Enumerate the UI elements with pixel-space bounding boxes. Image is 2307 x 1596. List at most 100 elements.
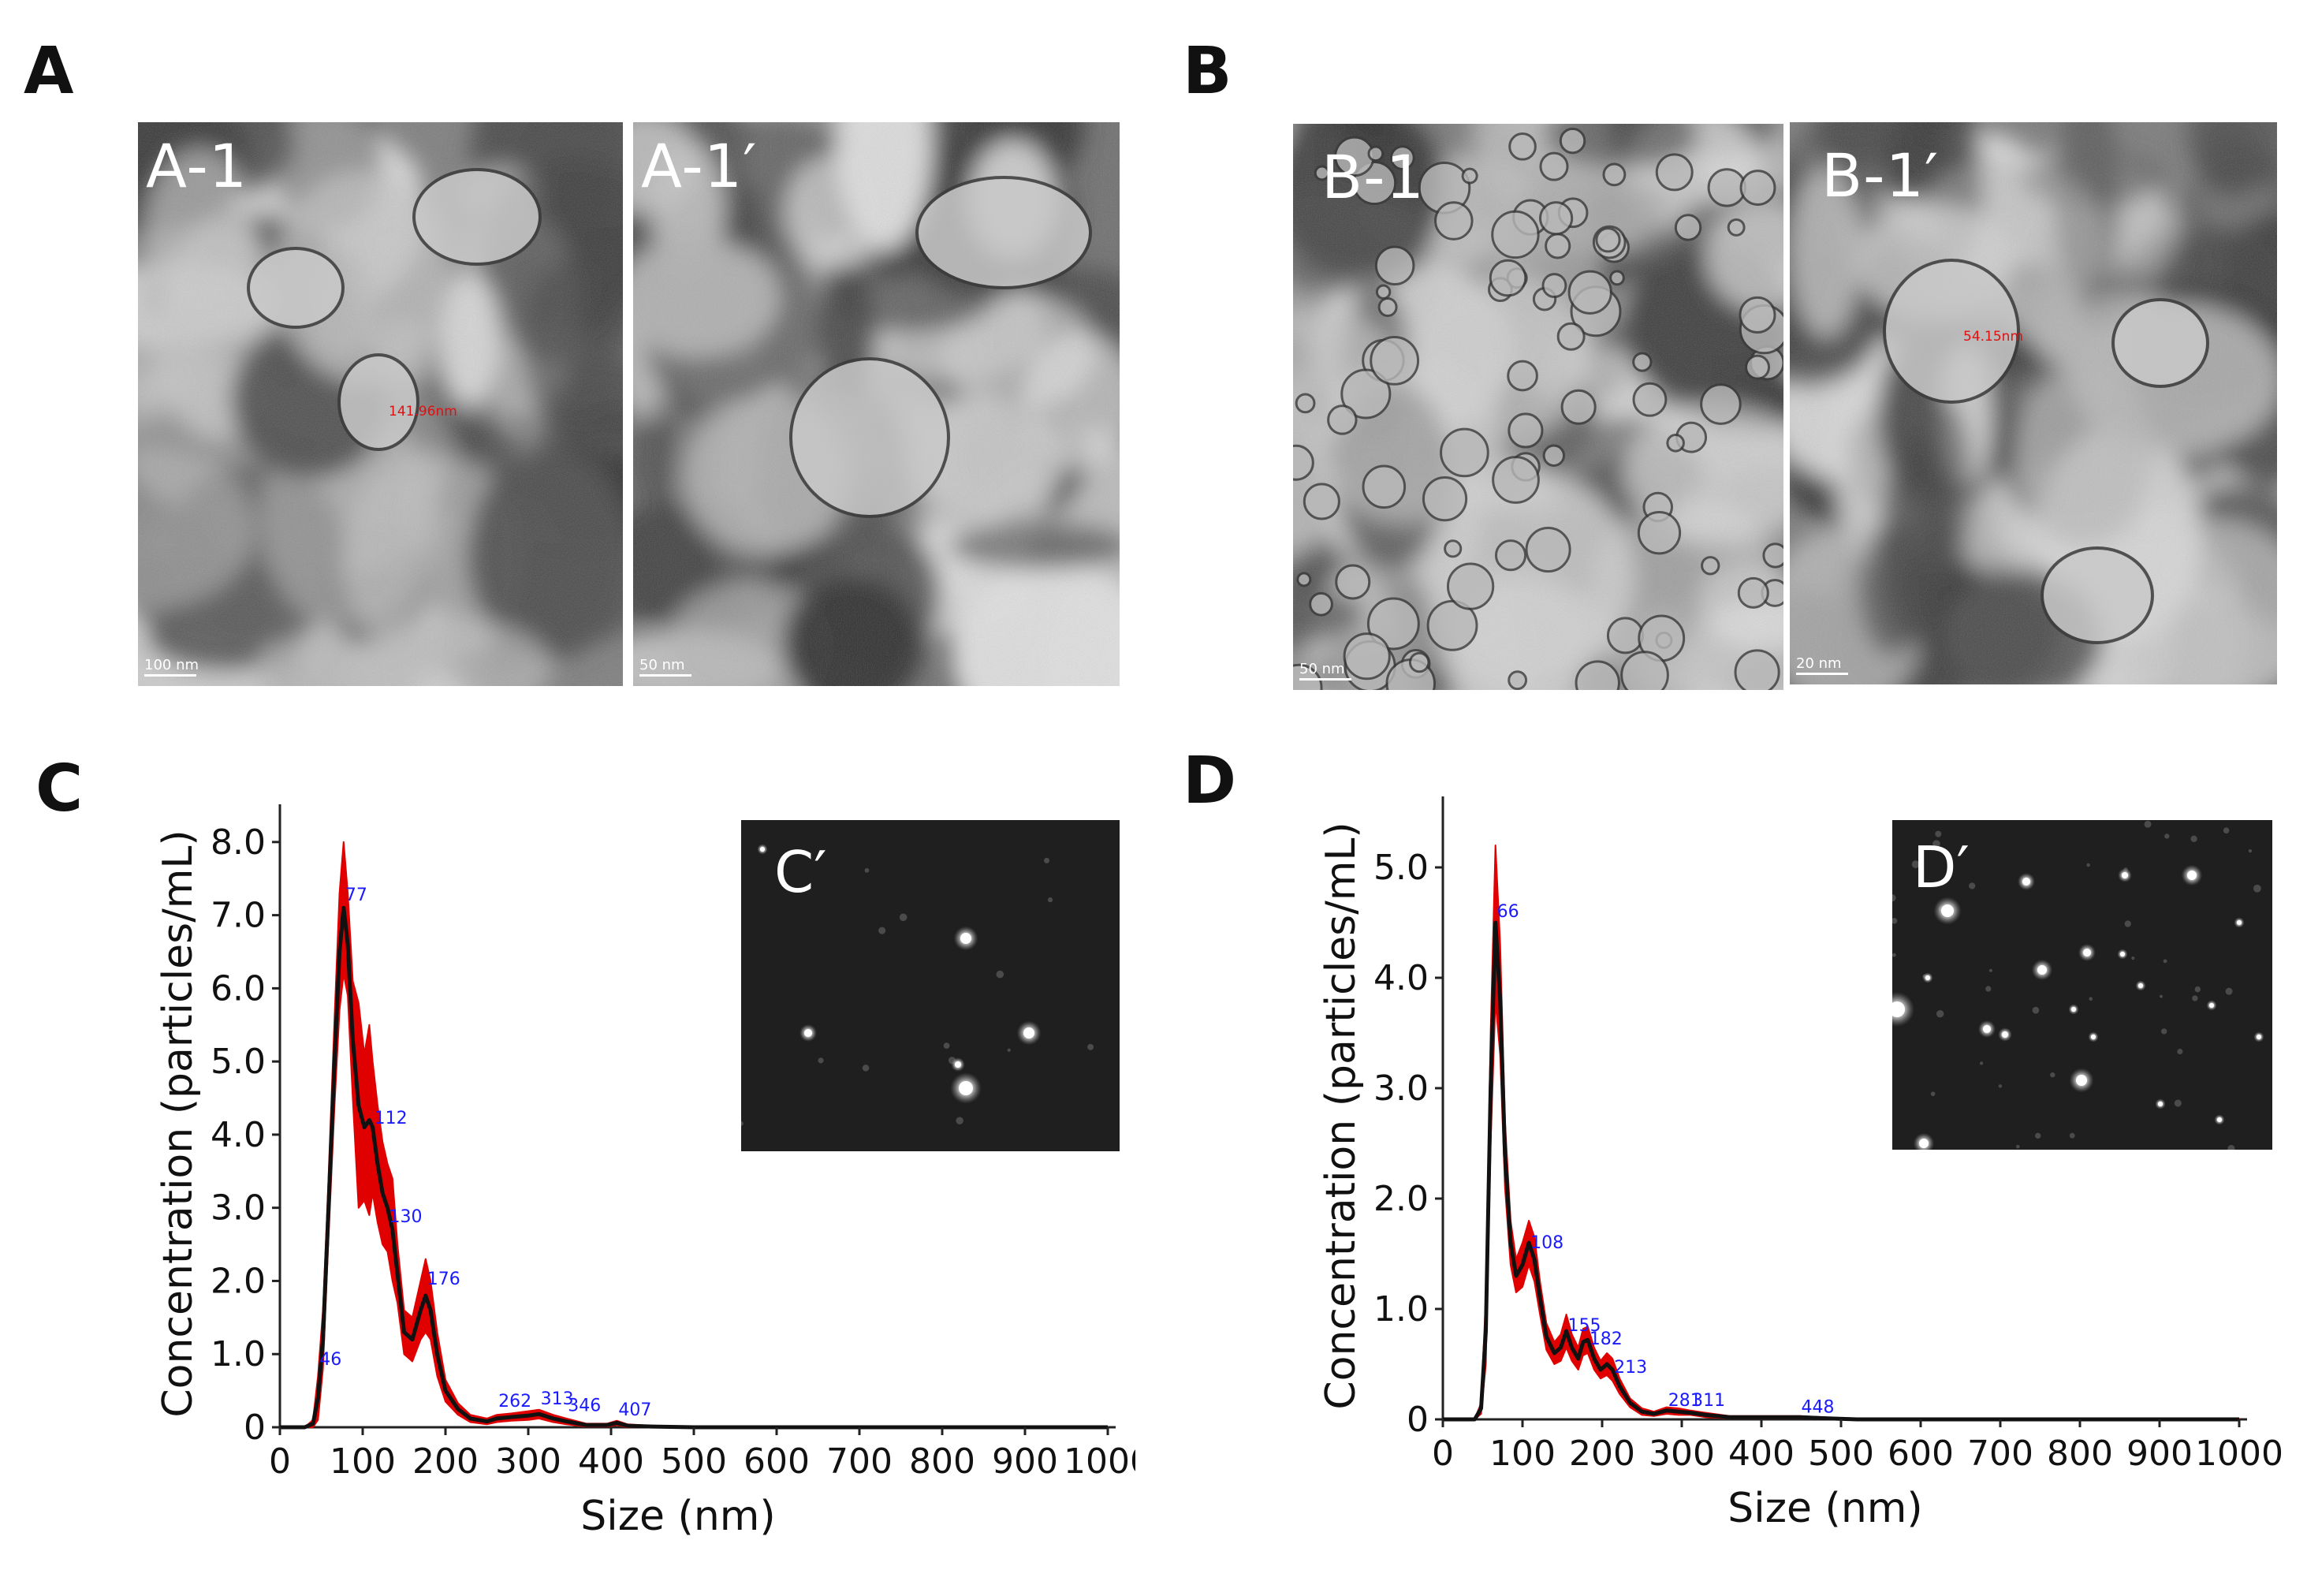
- vesicle: [1637, 511, 1682, 555]
- peak-label: 311: [1692, 1391, 1725, 1411]
- image-label: A-1′: [641, 131, 758, 201]
- vesicle: [1375, 284, 1392, 300]
- faint-particle: [1892, 953, 1896, 957]
- y-tick-label: 8.0: [211, 822, 266, 863]
- peak-label: 448: [1801, 1398, 1834, 1418]
- x-axis-label: Size (nm): [1727, 1485, 1922, 1532]
- peak-label: 262: [498, 1392, 531, 1411]
- vesicle: [1674, 214, 1702, 241]
- particle: [2120, 952, 2125, 956]
- vesicle: [1620, 651, 1669, 690]
- vesicle: [1461, 167, 1478, 185]
- y-tick-label: 2.0: [211, 1261, 266, 1301]
- vesicle: [1541, 273, 1567, 299]
- vesicle: [1508, 132, 1537, 161]
- y-tick-label: 2.0: [1373, 1179, 1429, 1219]
- vesicle: [1489, 259, 1527, 297]
- faint-particle: [1044, 857, 1050, 863]
- faint-particle: [1930, 1091, 1936, 1097]
- faint-particle: [2248, 848, 2253, 853]
- vesicle: [1340, 368, 1392, 420]
- tem-texture: [633, 122, 1120, 686]
- particle: [2237, 920, 2242, 925]
- faint-particle: [2194, 986, 2201, 993]
- particle: [2022, 878, 2030, 886]
- faint-particle: [2225, 987, 2233, 995]
- vesicle: [1762, 543, 1783, 569]
- vesicle: [1433, 201, 1474, 241]
- faint-particle: [899, 913, 908, 922]
- peak-label: 155: [1568, 1316, 1601, 1336]
- image-label: B-1: [1321, 142, 1425, 212]
- particle: [1983, 1025, 1991, 1033]
- vesicle: [1366, 597, 1420, 651]
- faint-particle: [2161, 1028, 2167, 1035]
- vesicle: [1632, 382, 1668, 417]
- particle: [1892, 1001, 1905, 1017]
- particle: [2187, 871, 2197, 880]
- peak-label: 108: [1530, 1233, 1563, 1253]
- panel-letter-b: B: [1183, 34, 1232, 109]
- particle: [955, 1061, 961, 1068]
- faint-particle: [2192, 995, 2198, 1001]
- vesicle: [1492, 456, 1540, 504]
- vesicle: [1295, 393, 1316, 414]
- scale-bar-text: 50 nm: [1299, 661, 1345, 677]
- vesicle: [1559, 127, 1586, 155]
- particle: [760, 847, 765, 852]
- faint-particle: [1985, 986, 1992, 992]
- x-tick-label: 700: [1967, 1434, 2033, 1474]
- scale-bar-text: 100 nm: [144, 657, 199, 673]
- vesicle: [1701, 556, 1720, 576]
- scale-bar-text: 20 nm: [1796, 655, 1842, 672]
- vesicle: [1567, 270, 1612, 315]
- vesicle: [1309, 591, 1333, 617]
- peak-label: 281: [1668, 1391, 1701, 1411]
- faint-particle: [2253, 884, 2261, 893]
- vesicle: [1595, 227, 1621, 253]
- x-tick-label: 400: [578, 1441, 644, 1482]
- faint-particle: [1935, 830, 1942, 837]
- vesicle: [1609, 270, 1625, 286]
- image-label: A-1: [146, 131, 248, 201]
- x-tick-label: 100: [1489, 1434, 1556, 1474]
- scale-bar-line: [144, 674, 196, 677]
- vesicle: [1737, 576, 1769, 609]
- particle: [804, 1029, 812, 1037]
- y-tick-label: 7.0: [211, 896, 266, 936]
- particle: [960, 933, 971, 944]
- y-tick-label: 6.0: [211, 968, 266, 1009]
- texture-noise: [1790, 122, 2277, 684]
- y-tick-label: 1.0: [1373, 1289, 1429, 1329]
- faint-particle: [818, 1057, 824, 1064]
- vesicle: [337, 353, 419, 451]
- vesicle: [1343, 632, 1391, 681]
- faint-particle: [741, 1121, 744, 1126]
- vesicle: [1508, 670, 1528, 690]
- vesicle: [1575, 660, 1620, 690]
- vesicle: [1632, 352, 1653, 372]
- faint-particle: [2032, 1006, 2040, 1014]
- scale-bar: 50 nm: [639, 657, 691, 677]
- faint-particle: [1988, 968, 1992, 972]
- x-tick-label: 900: [992, 1441, 1058, 1482]
- particle-frame: [741, 844, 1094, 1126]
- peak-label: 176: [427, 1270, 460, 1289]
- faint-particle: [2177, 1048, 2183, 1055]
- particle-frame: [1892, 820, 2264, 1150]
- particle: [2138, 983, 2143, 988]
- particle: [2037, 965, 2047, 975]
- faint-particle: [2069, 1132, 2075, 1139]
- panel-letter-c: C: [35, 751, 84, 826]
- vesicle: [1560, 389, 1597, 425]
- x-tick-label: 600: [1888, 1434, 1954, 1474]
- faint-particle: [2190, 835, 2197, 843]
- x-tick-label: 300: [495, 1441, 561, 1482]
- particle: [2122, 872, 2128, 878]
- peak-label: 313: [541, 1389, 574, 1409]
- inset-label-c: C′: [774, 839, 827, 905]
- vesicle: [1314, 165, 1330, 181]
- faint-particle: [1932, 840, 1940, 848]
- particle: [1941, 904, 1954, 917]
- tem-image-b1-prime: B-1′ 54.15nm 20 nm: [1790, 122, 2277, 684]
